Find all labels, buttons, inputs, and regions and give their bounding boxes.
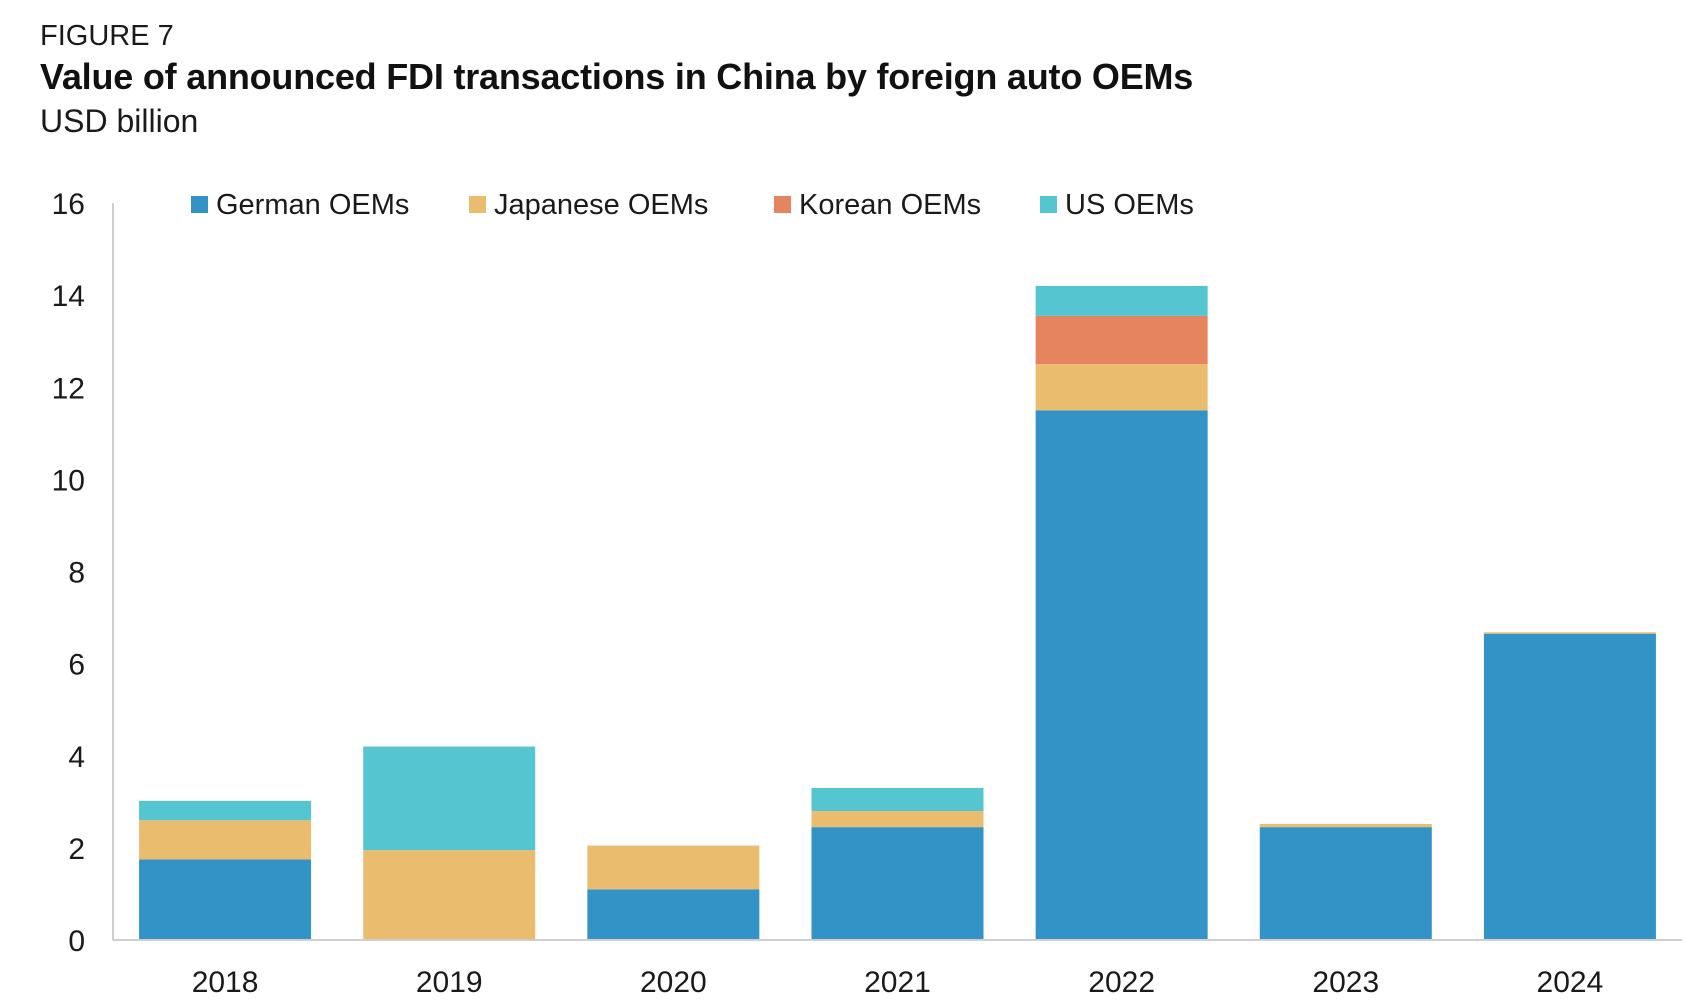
bar-segment-japanese-oems-2020 xyxy=(587,845,760,890)
legend-swatch-german-oems xyxy=(191,196,208,213)
legend-swatch-korean-oems xyxy=(774,196,791,213)
bar-segment-korean-oems-2022 xyxy=(1035,315,1208,365)
chart-unit-subtitle: USD billion xyxy=(40,103,199,139)
y-tick-label: 6 xyxy=(68,649,85,682)
chart-header: FIGURE 7 Value of announced FDI transact… xyxy=(40,18,1193,142)
bar-segment-german-oems-2023 xyxy=(1259,827,1432,940)
bar-segment-us-oems-2018 xyxy=(139,800,312,821)
y-tick-label: 8 xyxy=(68,557,85,590)
bar-segment-japanese-oems-2022 xyxy=(1035,364,1208,411)
x-tick-label: 2020 xyxy=(640,966,707,999)
y-tick-label: 4 xyxy=(68,741,85,774)
legend-label: Korean OEMs xyxy=(799,189,981,221)
legend-label: US OEMs xyxy=(1065,189,1194,221)
legend: German OEMs Japanese OEMs Korean OEMs US OE… xyxy=(191,189,1194,221)
legend-label: Japanese OEMs xyxy=(494,189,708,221)
x-tick-label: 2018 xyxy=(192,966,259,999)
bar-segment-german-oems-2024 xyxy=(1483,633,1656,940)
legend-label: German OEMs xyxy=(216,189,409,221)
figure-label: FIGURE 7 xyxy=(40,20,174,52)
bar-segment-us-oems-2022 xyxy=(1035,285,1208,316)
legend-swatch-us-oems xyxy=(1040,196,1057,213)
bars xyxy=(139,285,1656,940)
x-axis: 2018 2019 2020 2021 2022 2023 2024 xyxy=(113,939,1682,999)
x-tick-label: 2022 xyxy=(1088,966,1155,999)
legend-swatch-japanese-oems xyxy=(469,196,486,213)
bar-segment-us-oems-2021 xyxy=(811,787,984,812)
x-tick-label: 2023 xyxy=(1312,966,1379,999)
bar-segment-japanese-oems-2018 xyxy=(139,820,312,860)
y-tick-label: 12 xyxy=(52,372,85,405)
y-tick-label: 0 xyxy=(68,925,85,958)
bar-segment-japanese-oems-2019 xyxy=(363,850,536,940)
bar-segment-us-oems-2019 xyxy=(363,746,536,851)
y-tick-label: 16 xyxy=(52,188,85,221)
bar-segment-german-oems-2020 xyxy=(587,889,760,940)
y-tick-label: 2 xyxy=(68,833,85,866)
x-tick-label: 2019 xyxy=(416,966,483,999)
chart-title: Value of announced FDI transactions in C… xyxy=(40,56,1194,97)
y-tick-label: 10 xyxy=(52,464,85,497)
bar-segment-german-oems-2021 xyxy=(811,827,984,940)
y-axis: 0 2 4 6 8 10 12 14 16 xyxy=(52,188,114,958)
bar-segment-japanese-oems-2023 xyxy=(1259,823,1432,828)
bar-segment-japanese-oems-2021 xyxy=(811,811,984,828)
bar-segment-german-oems-2022 xyxy=(1035,410,1208,940)
x-tick-label: 2021 xyxy=(864,966,931,999)
bar-segment-japanese-oems-2024 xyxy=(1483,632,1656,634)
y-tick-label: 14 xyxy=(52,280,85,313)
bar-segment-german-oems-2018 xyxy=(139,859,312,940)
x-tick-label: 2024 xyxy=(1537,966,1604,999)
